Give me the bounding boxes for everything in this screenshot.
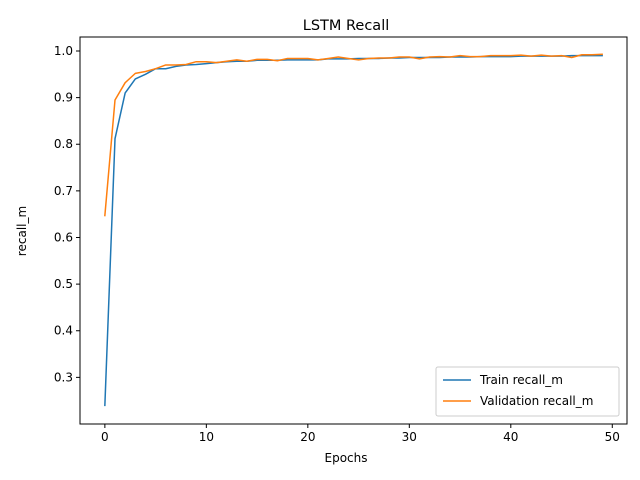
y-tick-label: 0.4 bbox=[54, 324, 73, 338]
x-tick-label: 10 bbox=[199, 430, 214, 444]
y-tick-label: 0.8 bbox=[54, 137, 73, 151]
series-layer bbox=[104, 53, 603, 407]
y-axis-title: recall_m bbox=[15, 206, 29, 256]
x-tick-label: 30 bbox=[402, 430, 417, 444]
y-axis: 0.3 0.4 0.5 0.6 0.7 0.8 0.9 1.0 bbox=[54, 44, 80, 384]
x-axis: 0 10 20 30 40 50 bbox=[101, 424, 620, 444]
series-line-validation bbox=[104, 53, 603, 217]
plot-frame bbox=[79, 36, 628, 425]
x-tick-label: 50 bbox=[605, 430, 620, 444]
x-axis-title: Epochs bbox=[325, 451, 368, 465]
x-tick-label: 0 bbox=[101, 430, 109, 444]
legend: Train recall_m Validation recall_m bbox=[435, 366, 620, 417]
y-tick-label: 1.0 bbox=[54, 44, 73, 58]
y-tick-label: 0.9 bbox=[54, 91, 73, 105]
x-tick-label: 40 bbox=[503, 430, 518, 444]
legend-box bbox=[435, 366, 620, 417]
x-tick-label: 20 bbox=[300, 430, 315, 444]
y-tick-label: 0.3 bbox=[54, 370, 73, 384]
chart-title: LSTM Recall bbox=[303, 18, 390, 34]
legend-label: Validation recall_m bbox=[480, 394, 593, 408]
y-tick-label: 0.6 bbox=[54, 230, 73, 244]
legend-label: Train recall_m bbox=[479, 373, 563, 387]
y-tick-label: 0.7 bbox=[54, 184, 73, 198]
y-tick-label: 0.5 bbox=[54, 277, 73, 291]
